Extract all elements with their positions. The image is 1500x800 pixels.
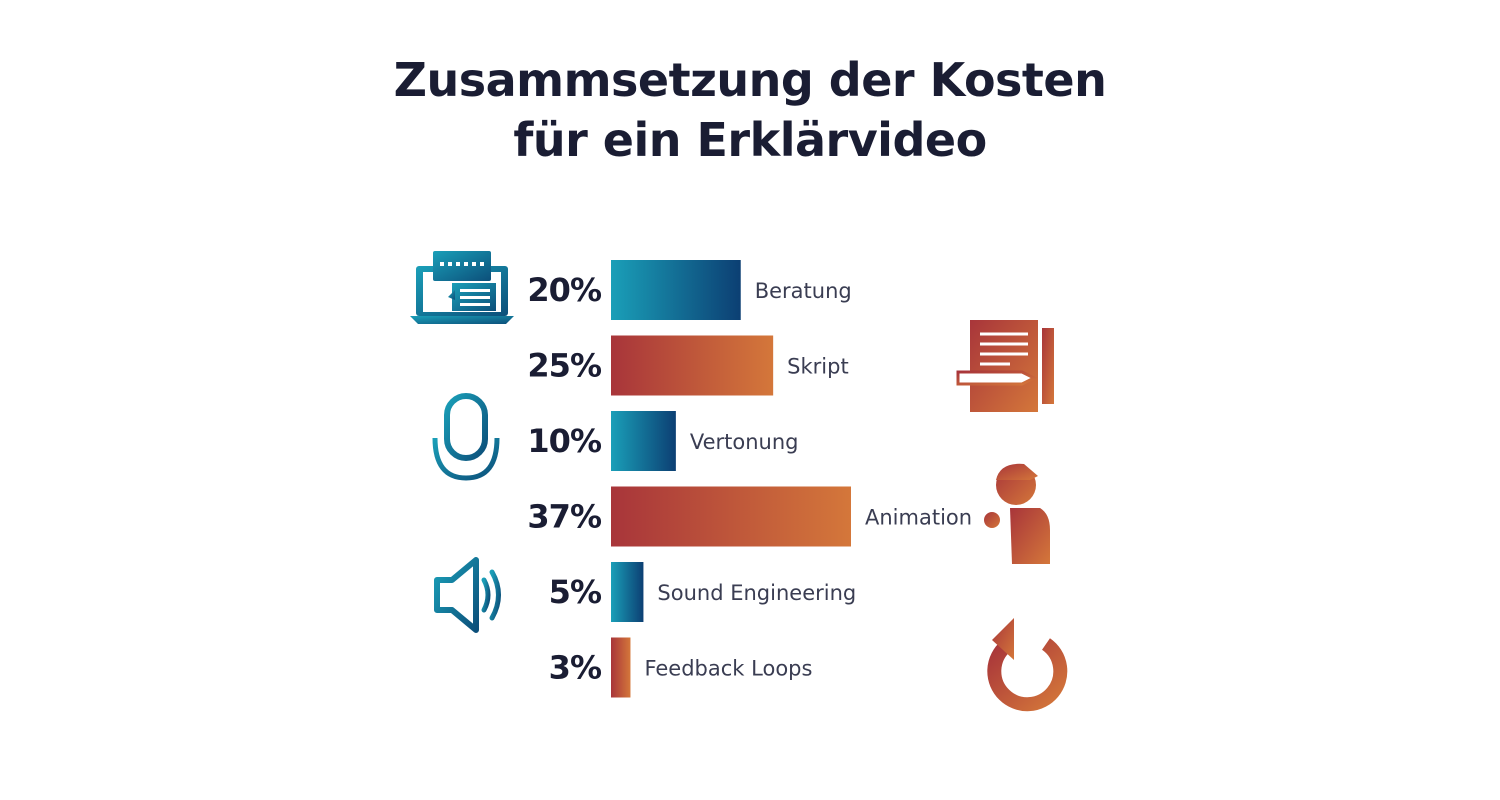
category-label: Feedback Loops: [644, 657, 812, 681]
document-pencil-icon: [956, 320, 1054, 418]
bar-beratung: [611, 260, 741, 320]
animated-person-icon: [984, 463, 1078, 564]
speaker-icon: [434, 557, 501, 633]
microphone-icon: [432, 393, 500, 493]
laptop-chat-icon: [410, 251, 514, 324]
bar-sound-engineering: [611, 562, 644, 622]
chart-title-line-1: Zusammsetzung der Kosten: [393, 53, 1107, 107]
value-label: 37%: [527, 498, 602, 536]
value-label: 20%: [527, 271, 602, 309]
bar-skript: [611, 335, 774, 396]
category-label: Beratung: [755, 279, 852, 303]
value-label: 25%: [527, 347, 602, 385]
bar-feedback-loops: [611, 637, 631, 698]
chart-title-line-2: für ein Erklärvideo: [513, 113, 987, 167]
value-label: 5%: [549, 573, 602, 611]
category-label: Animation: [865, 506, 972, 530]
category-label: Vertonung: [690, 430, 799, 454]
bars-group: 20% Beratung 25% Skript 10% Vertonung 37% Anima…: [527, 260, 972, 698]
refresh-icon: [987, 618, 1068, 712]
chart-title: Zusammsetzung der Kosten für ein Erklärv…: [0, 50, 1500, 170]
bar-vertonung: [611, 411, 676, 471]
category-label: Skript: [787, 355, 849, 379]
bar-animation: [611, 486, 851, 547]
value-label: 10%: [527, 422, 602, 460]
value-label: 3%: [549, 649, 602, 687]
category-label: Sound Engineering: [657, 581, 856, 605]
